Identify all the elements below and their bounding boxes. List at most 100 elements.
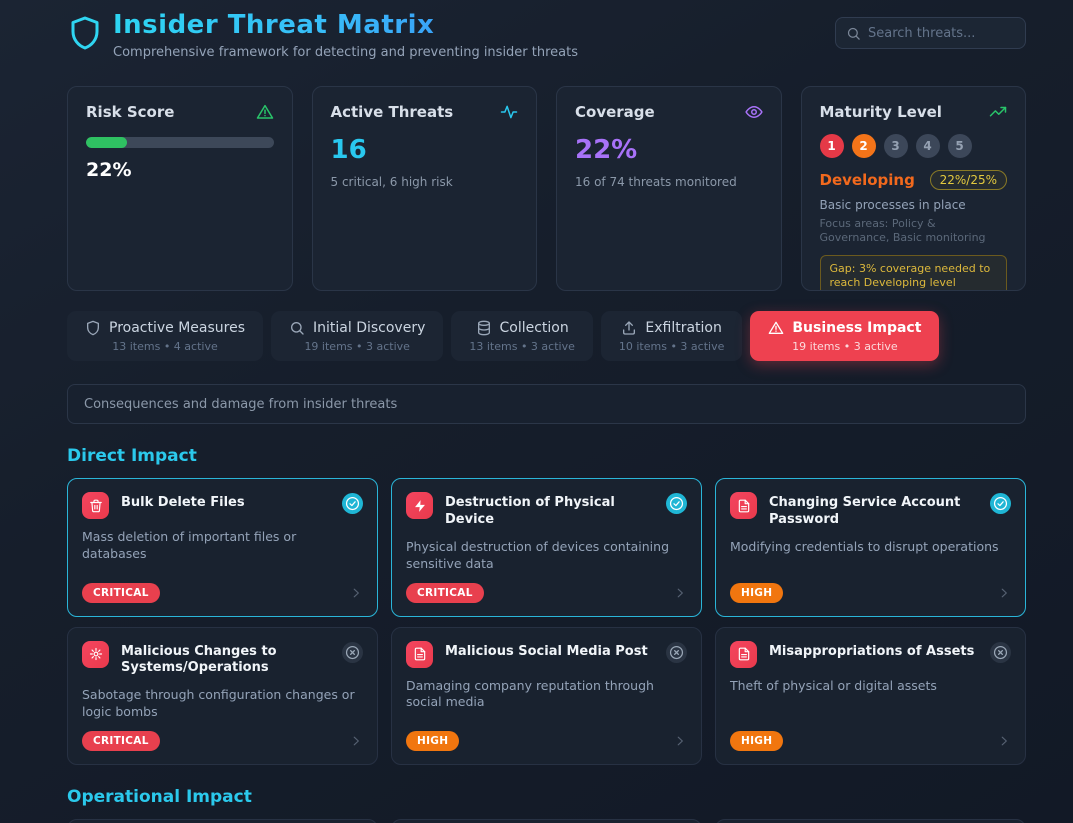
maturity-level-3: 3: [883, 134, 908, 158]
unmonitored-toggle-x-icon[interactable]: [666, 641, 687, 663]
threat-sections: Direct Impact Bulk Delete Files Mass delet…: [67, 446, 1026, 823]
active-threats-detail: 5 critical, 6 high risk: [330, 175, 453, 189]
activity-icon: [500, 103, 518, 121]
x-circle-icon: [669, 645, 684, 660]
active-threats-card: Active Threats 16 5 critical, 6 high ris…: [311, 86, 537, 291]
tab-exfiltration[interactable]: Exfiltration 10 items • 3 active: [600, 311, 743, 361]
header-titles: Insider Threat Matrix Comprehensive fram…: [113, 10, 578, 60]
tab-collection[interactable]: Collection 13 items • 3 active: [451, 311, 593, 361]
threat-card[interactable]: Expanding Internal Privileges: [715, 819, 1026, 823]
warning-triangle-icon: [256, 103, 274, 121]
risk-progress-bar: [86, 137, 274, 148]
file-icon: [737, 647, 751, 661]
check-circle-icon: [345, 496, 360, 511]
risk-score-label: Risk Score: [86, 103, 175, 121]
upload-icon: [621, 320, 637, 336]
stats-row: Risk Score 22% Active Threats 16 5 criti…: [67, 86, 1026, 291]
tab-business-impact[interactable]: Business Impact 19 items • 3 active: [750, 311, 940, 361]
threat-icon-tile: [730, 640, 757, 668]
check-circle-icon: [993, 496, 1008, 511]
tab-item-count: 19 items • 3 active: [304, 340, 410, 353]
threat-card[interactable]: Destruction of Physical Device Physical d…: [391, 478, 702, 617]
tab-proactive-measures[interactable]: Proactive Measures 13 items • 4 active: [67, 311, 264, 361]
threat-title: Changing Service Account Password: [769, 495, 961, 527]
active-threats-value: 16: [330, 135, 367, 165]
tab-item-count: 13 items • 4 active: [112, 340, 218, 353]
active-threats-label: Active Threats: [330, 103, 454, 121]
search-icon: [289, 320, 305, 336]
eye-icon: [744, 103, 763, 121]
warning-triangle-icon: [768, 320, 784, 336]
severity-badge: HIGH: [730, 582, 784, 603]
threat-card-grid: Bulk Delete Files Mass deletion of import…: [67, 478, 1026, 766]
gear-icon: [89, 647, 103, 661]
threat-description: Physical destruction of devices containi…: [406, 538, 670, 571]
severity-badge: CRITICAL: [82, 731, 160, 752]
category-tabs: Proactive Measures 13 items • 4 active Ini…: [67, 311, 1026, 361]
tab-label: Proactive Measures: [109, 320, 246, 336]
threat-card[interactable]: Anomalous Time/Frequency Activity: [67, 819, 378, 823]
threat-description: Mass deletion of important files or data…: [82, 529, 297, 561]
search-box[interactable]: [835, 17, 1026, 49]
tab-label: Business Impact: [792, 320, 922, 336]
x-circle-icon: [993, 645, 1008, 660]
coverage-label: Coverage: [575, 103, 655, 121]
insider-threat-matrix-app: Insider Threat Matrix Comprehensive fram…: [67, 0, 1026, 823]
threat-title: Bulk Delete Files: [121, 495, 245, 510]
chevron-right-icon: [997, 734, 1011, 748]
monitored-toggle-check-icon[interactable]: [990, 493, 1011, 514]
monitored-toggle-check-icon[interactable]: [666, 493, 687, 514]
risk-score-card: Risk Score 22%: [67, 86, 293, 291]
coverage-card: Coverage 22% 16 of 74 threats monitored: [556, 86, 782, 291]
trash-icon: [89, 499, 103, 513]
threat-title: Destruction of Physical Device: [445, 495, 615, 527]
trend-up-icon: [989, 103, 1007, 121]
unmonitored-toggle-x-icon[interactable]: [342, 641, 363, 663]
severity-badge: HIGH: [406, 731, 460, 752]
database-icon: [476, 320, 492, 336]
file-icon: [737, 499, 751, 513]
maturity-level-2: 2: [851, 134, 876, 158]
category-description: Consequences and damage from insider thr…: [67, 384, 1026, 424]
threat-card[interactable]: Bulk Delete Files Mass deletion of import…: [67, 478, 378, 617]
maturity-label: Maturity Level: [819, 103, 942, 121]
threat-description: Sabotage through configuration changes o…: [82, 687, 355, 720]
chevron-right-icon: [349, 586, 363, 600]
chevron-right-icon: [673, 586, 687, 600]
tab-label: Initial Discovery: [313, 320, 426, 336]
tab-item-count: 13 items • 3 active: [469, 340, 575, 353]
chevron-right-icon: [673, 734, 687, 748]
unmonitored-toggle-x-icon[interactable]: [990, 641, 1011, 663]
tab-item-count: 10 items • 3 active: [618, 340, 725, 353]
risk-progress-fill: [86, 137, 128, 148]
tab-initial-discovery[interactable]: Initial Discovery 19 items • 3 active: [271, 311, 444, 361]
x-circle-icon: [345, 645, 360, 660]
search-input[interactable]: [868, 25, 1015, 41]
maturity-stage: Developing: [819, 171, 915, 189]
threat-card[interactable]: Malicious Changes to Systems/Operations S…: [67, 626, 378, 766]
threat-icon-tile: [82, 492, 109, 519]
maturity-percent-badge: 22%/25%: [929, 170, 1007, 190]
check-circle-icon: [669, 496, 684, 511]
zap-icon: [413, 499, 427, 513]
app-header: Insider Threat Matrix Comprehensive fram…: [67, 0, 1026, 60]
threat-card-grid: Anomalous Time/Frequency Activity Misappr…: [67, 819, 1026, 823]
maturity-gap-note: Gap: 3% coverage needed to reach Develop…: [819, 254, 1007, 290]
threat-card[interactable]: Misappropriation of Assets: [391, 819, 702, 823]
threat-card[interactable]: Changing Service Account Password Modifyi…: [715, 478, 1026, 617]
monitored-toggle-check-icon[interactable]: [342, 493, 363, 514]
threat-icon-tile: [82, 640, 109, 668]
threat-card[interactable]: Malicious Social Media Post Damaging comp…: [391, 626, 702, 766]
tab-label: Exfiltration: [645, 320, 722, 336]
search-icon: [846, 26, 861, 41]
coverage-detail: 16 of 74 threats monitored: [575, 175, 737, 189]
threat-card[interactable]: Misappropriations of Assets Theft of phys…: [715, 626, 1026, 766]
severity-badge: HIGH: [730, 731, 784, 752]
maturity-description: Basic processes in place: [819, 198, 966, 212]
shield-icon: [85, 320, 101, 336]
severity-badge: CRITICAL: [82, 582, 160, 603]
section-title-direct-impact: Direct Impact: [67, 446, 197, 466]
chevron-right-icon: [997, 586, 1011, 600]
threat-icon-tile: [406, 492, 433, 519]
